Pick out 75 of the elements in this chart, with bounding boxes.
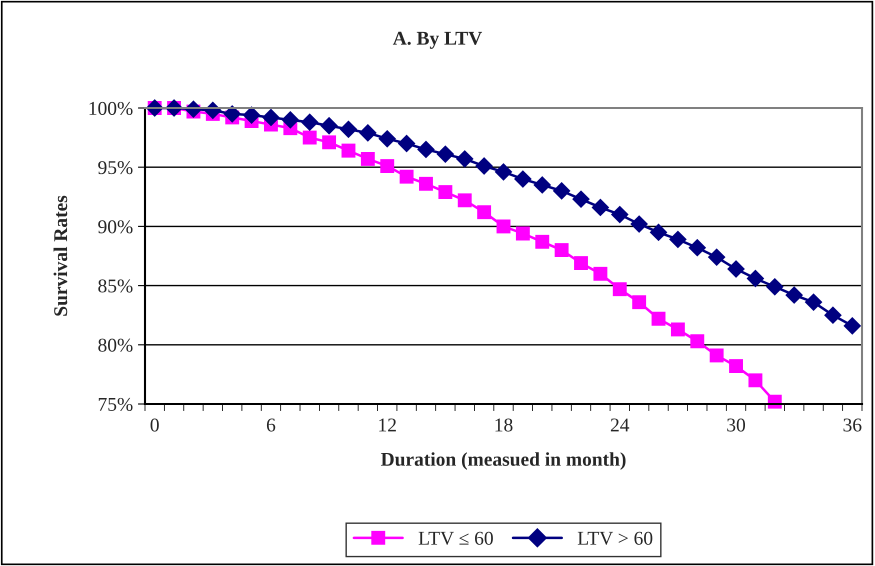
point <box>650 224 668 241</box>
point <box>320 117 338 134</box>
point <box>359 124 376 142</box>
point <box>476 157 493 175</box>
point <box>611 206 628 224</box>
point <box>553 182 570 200</box>
point <box>262 108 280 126</box>
point <box>496 219 510 234</box>
x-tick-label: 18 <box>495 418 512 432</box>
point <box>340 120 358 138</box>
point <box>302 130 317 145</box>
point <box>456 150 474 168</box>
point <box>436 146 454 163</box>
point <box>282 111 299 128</box>
point <box>438 185 452 200</box>
point <box>574 256 588 270</box>
point <box>535 234 550 249</box>
point <box>494 163 512 180</box>
point <box>630 215 648 233</box>
point <box>593 266 608 281</box>
y-tick-label: 80% <box>98 338 133 352</box>
point <box>360 152 375 166</box>
point <box>322 135 336 150</box>
point <box>748 373 762 388</box>
point <box>398 134 416 152</box>
point <box>514 170 532 188</box>
point <box>243 106 260 124</box>
x-tick-label: 6 <box>266 418 276 432</box>
point <box>670 322 685 336</box>
point <box>378 130 396 148</box>
point <box>805 294 822 311</box>
point <box>727 260 745 278</box>
x-tick-label: 30 <box>727 418 746 432</box>
chart-title: A. By LTV <box>392 32 482 49</box>
x-tick-label: 36 <box>844 418 862 432</box>
point <box>380 159 394 173</box>
point <box>786 286 803 304</box>
point <box>766 278 784 296</box>
point <box>746 270 764 288</box>
point <box>708 248 726 266</box>
y-tick-label: 85% <box>98 279 133 293</box>
point <box>458 193 472 208</box>
point <box>224 105 241 122</box>
point <box>688 239 706 256</box>
point <box>612 282 627 296</box>
point <box>844 317 861 334</box>
legend-label: LTV > 60 <box>578 532 652 545</box>
point <box>669 230 686 248</box>
point <box>652 312 666 326</box>
point <box>400 170 414 184</box>
point <box>690 334 704 348</box>
point <box>516 226 530 240</box>
point <box>419 176 433 191</box>
x-tick-label: 0 <box>150 418 159 432</box>
x-axis-title: Duration (measued in month) <box>380 452 626 470</box>
y-tick-label: 100% <box>90 102 133 115</box>
point <box>592 198 609 216</box>
y-tick-label: 90% <box>98 220 133 234</box>
point <box>417 140 435 158</box>
legend-label: LTV ≤ 60 <box>418 532 493 545</box>
x-tick-label: 12 <box>379 418 396 432</box>
point <box>301 114 318 131</box>
point <box>477 205 492 220</box>
point <box>632 295 646 310</box>
point <box>710 348 724 362</box>
point <box>342 144 356 158</box>
point <box>729 359 743 374</box>
point <box>554 243 569 258</box>
point <box>534 176 551 194</box>
y-tick-label: 75% <box>98 398 133 411</box>
y-axis-title: Survival Rates <box>54 196 68 316</box>
x-tick-label: 24 <box>610 418 630 432</box>
point <box>824 306 842 324</box>
point <box>572 190 590 208</box>
y-tick-label: 95% <box>98 161 133 174</box>
